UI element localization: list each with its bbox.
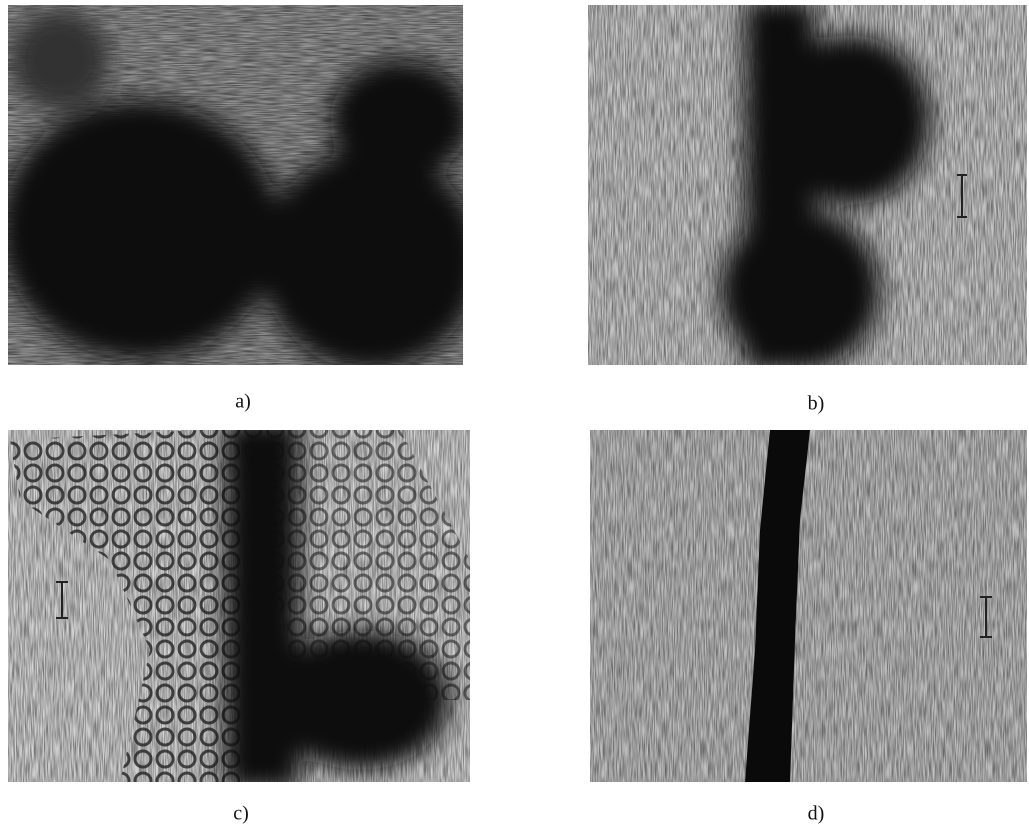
micrograph-d [590, 430, 1027, 782]
panel-label: b) [808, 393, 825, 415]
panel-label: c) [233, 803, 249, 825]
panel-label: d) [808, 803, 825, 825]
panel-label: a) [235, 391, 251, 413]
page: {"figure": {"panels": [{"label": "a)"}, … [0, 0, 1029, 828]
micrograph-c [8, 420, 470, 790]
figure: a) b) c) d) [0, 0, 1029, 828]
micrograph-b [588, 0, 1027, 370]
micrograph-a [0, 5, 480, 370]
